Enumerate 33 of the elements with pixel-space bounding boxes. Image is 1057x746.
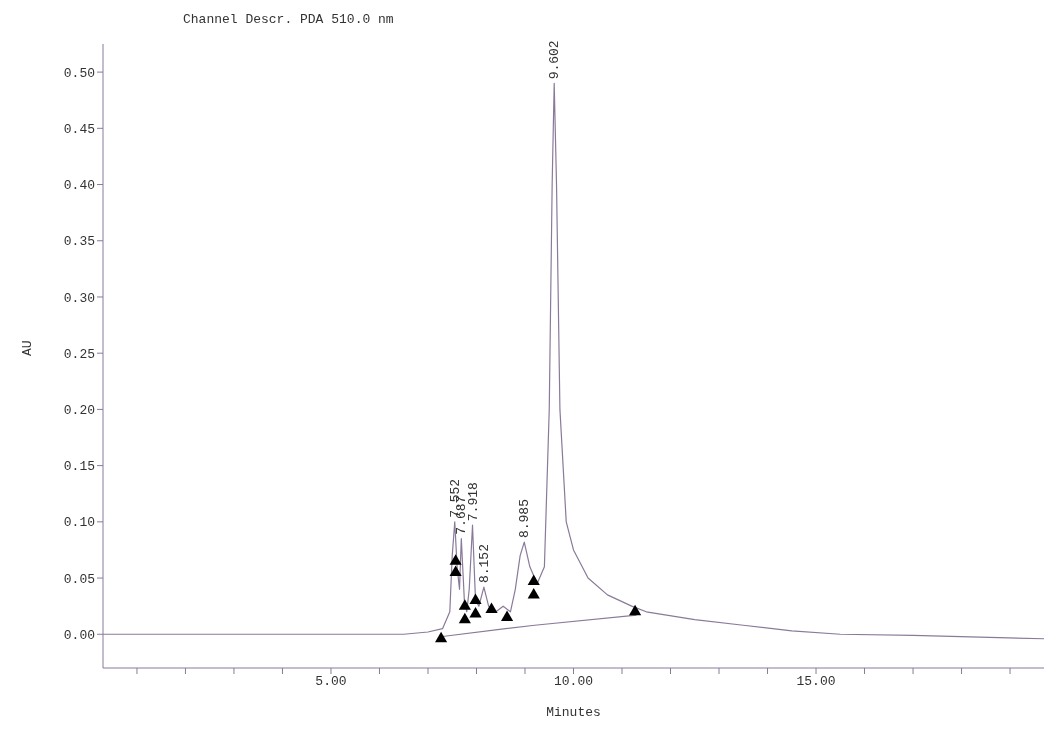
point — [435, 631, 448, 643]
y-axis-title: AU — [19, 340, 35, 356]
y-tick-label: 0.05 — [63, 571, 95, 587]
x-axis-title: Minutes — [546, 705, 601, 720]
y-tick-label: 0.15 — [63, 459, 95, 475]
y-tick-label: 0.45 — [63, 121, 95, 137]
annotation: 8.985 — [517, 499, 533, 539]
y-tick-label: 0.10 — [63, 515, 95, 531]
point — [527, 574, 540, 585]
x-tick-label: 5.00 — [315, 674, 347, 690]
annotation: 8.152 — [476, 544, 492, 584]
y-tick-label: 0.20 — [63, 403, 95, 419]
point — [485, 602, 498, 614]
y-tick-label: 0.40 — [63, 178, 95, 194]
x-tick-label: 15.00 — [796, 674, 836, 690]
chart-title: Channel Descr. PDA 510.0 nm — [183, 12, 394, 27]
y-tick-label: 0.30 — [63, 290, 95, 306]
annotation: 7.918 — [465, 482, 481, 522]
point — [527, 587, 540, 599]
point — [469, 593, 482, 605]
y-tick-label: 0.50 — [63, 65, 95, 81]
x-tick-label: 10.00 — [553, 674, 594, 690]
annotation: 9.602 — [547, 40, 563, 80]
point — [500, 610, 514, 621]
point — [449, 565, 462, 576]
y-tick-label: 0.00 — [63, 627, 95, 643]
point — [449, 554, 462, 565]
y-tick-label: 0.35 — [63, 234, 95, 250]
point — [469, 607, 482, 618]
y-tick-label: 0.25 — [63, 346, 95, 362]
point — [458, 599, 471, 610]
point — [458, 612, 471, 624]
point — [629, 604, 642, 616]
